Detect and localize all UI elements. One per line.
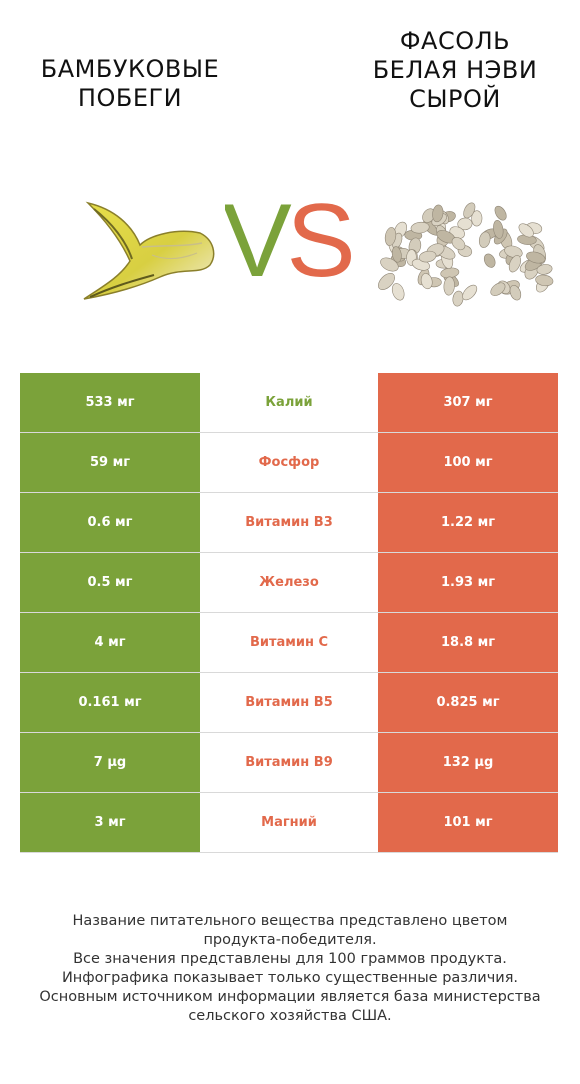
right-product-title: ФАСОЛЬ БЕЛАЯ НЭВИ СЫРОЙ bbox=[345, 27, 565, 114]
left-title-line-1: БАМБУКОВЫЕ bbox=[40, 55, 220, 83]
table-row: 0.161 мг Витамин B5 0.825 мг bbox=[20, 673, 558, 733]
footer-notes: Название питательного вещества представл… bbox=[10, 912, 570, 1026]
bean-shape bbox=[526, 251, 546, 264]
footer-line-5: Основным источником информации является … bbox=[39, 989, 541, 1005]
left-value: 3 мг bbox=[20, 793, 200, 852]
nutrient-name: Витамин B3 bbox=[201, 493, 377, 552]
right-value: 307 мг bbox=[378, 373, 558, 432]
bean-shape bbox=[452, 290, 464, 307]
right-value: 0.825 мг bbox=[378, 673, 558, 732]
bean-shape bbox=[463, 202, 476, 219]
footer-line-3: Все значения представлены для 100 граммо… bbox=[73, 951, 507, 967]
bean-shape bbox=[508, 255, 521, 273]
nutrient-comparison-table: 533 мг Калий 307 мг 59 мг Фосфор 100 мг 0.6 мг… bbox=[20, 373, 558, 853]
right-title-line-2: БЕЛАЯ НЭВИ bbox=[372, 56, 538, 84]
footer-line-1: Название питательного вещества представл… bbox=[72, 913, 508, 929]
left-value: 59 мг bbox=[20, 433, 200, 492]
vs-s-letter: S bbox=[286, 196, 353, 288]
right-title-line-3: СЫРОЙ bbox=[409, 85, 501, 113]
nutrient-name: Витамин C bbox=[201, 613, 377, 672]
footer-line-6: сельского хозяйства США. bbox=[188, 1008, 392, 1024]
footer-line-2: продукта-победителя. bbox=[203, 932, 377, 948]
bean-shape bbox=[384, 227, 397, 246]
bean-shape bbox=[478, 231, 491, 248]
bean-shape bbox=[494, 205, 507, 221]
nutrient-name: Фосфор bbox=[201, 433, 377, 492]
bean-shape bbox=[509, 284, 522, 301]
left-value: 7 µg bbox=[20, 733, 200, 792]
bean-shape bbox=[490, 282, 506, 296]
left-title-line-2: ПОБЕГИ bbox=[77, 84, 183, 112]
left-value: 533 мг bbox=[20, 373, 200, 432]
bean-shape bbox=[457, 217, 473, 231]
bean-shape bbox=[391, 246, 402, 263]
table-row: 3 мг Магний 101 мг bbox=[20, 793, 558, 853]
nutrient-name: Железо bbox=[201, 553, 377, 612]
table-row: 0.6 мг Витамин B3 1.22 мг bbox=[20, 493, 558, 553]
bean-shape bbox=[462, 284, 478, 301]
footer-line-4: Инфографика показывает только существенн… bbox=[61, 970, 519, 986]
bean-shape bbox=[483, 253, 496, 268]
right-value: 1.22 мг bbox=[378, 493, 558, 552]
table-row: 7 µg Витамин B9 132 µg bbox=[20, 733, 558, 793]
bean-shape bbox=[518, 223, 534, 238]
vs-label: V S bbox=[225, 196, 353, 288]
bean-shape bbox=[504, 245, 523, 258]
navy-beans-image bbox=[378, 202, 554, 307]
bean-shape bbox=[420, 273, 433, 290]
bean-shape bbox=[493, 219, 504, 239]
nutrient-name: Магний bbox=[201, 793, 377, 852]
vs-v-letter: V bbox=[225, 196, 292, 288]
bean-shape bbox=[410, 221, 430, 234]
right-value: 18.8 мг bbox=[378, 613, 558, 672]
nutrient-name: Калий bbox=[201, 373, 377, 432]
bean-shape bbox=[451, 237, 466, 251]
table-row: 0.5 мг Железо 1.93 мг bbox=[20, 553, 558, 613]
table-row: 4 мг Витамин C 18.8 мг bbox=[20, 613, 558, 673]
bean-shape bbox=[380, 257, 399, 272]
bean-shape bbox=[432, 204, 444, 223]
bean-shape bbox=[471, 210, 483, 227]
right-value: 101 мг bbox=[378, 793, 558, 852]
bean-shape bbox=[418, 250, 437, 263]
bean-shape bbox=[391, 283, 405, 301]
bean-shape bbox=[443, 276, 455, 296]
right-value: 100 мг bbox=[378, 433, 558, 492]
left-value: 0.161 мг bbox=[20, 673, 200, 732]
left-value: 4 мг bbox=[20, 613, 200, 672]
table-row: 59 мг Фосфор 100 мг bbox=[20, 433, 558, 493]
right-value: 1.93 мг bbox=[378, 553, 558, 612]
nutrient-name: Витамин B9 bbox=[201, 733, 377, 792]
right-value: 132 µg bbox=[378, 733, 558, 792]
bean-shape bbox=[535, 274, 554, 287]
left-value: 0.5 мг bbox=[20, 553, 200, 612]
table-row: 533 мг Калий 307 мг bbox=[20, 373, 558, 433]
nutrient-name: Витамин B5 bbox=[201, 673, 377, 732]
bean-shape bbox=[378, 273, 395, 290]
left-product-title: БАМБУКОВЫЕ ПОБЕГИ bbox=[20, 55, 240, 113]
left-value: 0.6 мг bbox=[20, 493, 200, 552]
right-title-line-1: ФАСОЛЬ bbox=[399, 27, 511, 55]
bamboo-shoot-image bbox=[83, 201, 215, 300]
bean-shape bbox=[536, 264, 553, 275]
